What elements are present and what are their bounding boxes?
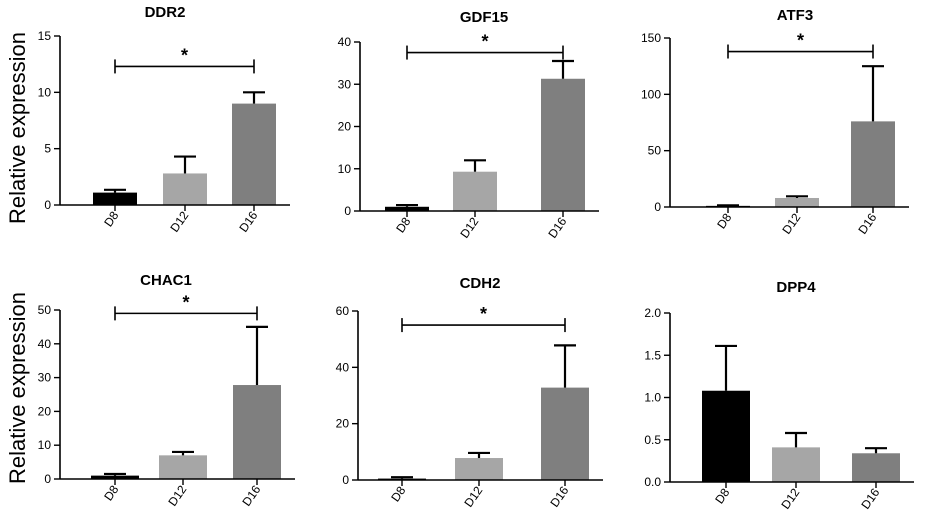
panel-title: DDR2	[145, 4, 186, 21]
y-tick-label: 15	[38, 29, 52, 43]
x-tick-label-d8: D8	[714, 210, 734, 231]
y-tick-label: 60	[336, 304, 350, 318]
bar-d8	[93, 192, 137, 205]
panel-title: ATF3	[777, 7, 813, 24]
y-tick-label: 20	[38, 404, 52, 418]
bar-d12	[775, 197, 819, 207]
y-tick-label: 40	[336, 360, 350, 374]
y-tick-label: 0	[344, 204, 351, 218]
x-tick-label-d12: D12	[779, 210, 803, 236]
x-tick-label-d16: D16	[236, 208, 260, 234]
bar-d12	[159, 455, 207, 479]
x-tick-label-d16: D16	[545, 214, 569, 240]
bar-d8	[91, 475, 139, 479]
significance-label: *	[181, 45, 188, 65]
bar-d16	[233, 385, 281, 479]
x-tick-label-d8: D8	[101, 208, 121, 229]
y-tick-label: 10	[38, 85, 52, 99]
bar-d12	[455, 458, 503, 480]
x-tick-label-d16: D16	[858, 485, 882, 511]
x-tick-label-d16: D16	[547, 483, 571, 509]
x-tick-label-d8: D8	[101, 482, 121, 503]
bar-d12	[772, 447, 820, 482]
y-tick-label: 1.0	[644, 391, 661, 405]
x-tick-label-d12: D12	[778, 485, 802, 511]
y-tick-label: 30	[38, 371, 52, 385]
y-tick-label: 2.0	[644, 306, 661, 320]
x-tick-label-d12: D12	[461, 483, 485, 509]
bar-d16	[852, 453, 900, 482]
y-tick-label: 40	[38, 337, 52, 351]
y-tick-label: 20	[336, 417, 350, 431]
bar-d8	[385, 206, 429, 211]
y-tick-label: 10	[38, 438, 52, 452]
bar-d16	[851, 121, 895, 207]
significance-label: *	[481, 32, 488, 52]
y-tick-label: 1.5	[644, 348, 661, 362]
x-tick-label-d12: D12	[165, 482, 189, 508]
panel-gdf15: GDF15 0 10 20 30 40 D8 D12 D16 *	[338, 9, 599, 241]
y-tick-label: 0	[44, 472, 51, 486]
y-tick-label: 30	[338, 77, 352, 91]
panel-cdh2: CDH2 0 20 40 60 D8 D12 D16 *	[336, 275, 603, 510]
y-tick-label: 150	[641, 31, 661, 45]
panel-ddr2: DDR2 0 5 10 15 D8 D12 D16 *	[38, 4, 290, 235]
y-tick-label: 0	[342, 473, 349, 487]
bar-d12	[453, 171, 497, 211]
bar-d16	[541, 78, 585, 211]
panel-title: DPP4	[776, 279, 816, 296]
y-tick-label: 10	[338, 162, 352, 176]
x-tick-label-d8: D8	[388, 483, 408, 504]
panel-atf3: ATF3 0 50 100 150 D8 D12 D16 *	[641, 7, 909, 237]
y-tick-label: 50	[648, 144, 662, 158]
x-tick-label-d8: D8	[393, 214, 413, 235]
x-tick-label-d16: D16	[855, 210, 879, 236]
panel-title: CDH2	[460, 275, 501, 292]
y-tick-label: 0	[654, 200, 661, 214]
x-tick-label-d8: D8	[712, 485, 732, 506]
significance-label: *	[480, 304, 487, 324]
significance-label: *	[182, 292, 189, 312]
y-tick-label: 0.5	[644, 433, 661, 447]
y-tick-label: 0	[44, 198, 51, 212]
panel-title: CHAC1	[140, 272, 192, 289]
panel-title: GDF15	[460, 9, 508, 26]
y-tick-label: 20	[338, 120, 352, 134]
y-tick-label: 5	[44, 142, 51, 156]
bar-d8	[702, 390, 750, 482]
panel-chac1: CHAC1 0 10 20 30 40 50 D8 D12 D16 *	[38, 272, 295, 509]
y-tick-label: 0.0	[644, 475, 661, 489]
panel-dpp4: DPP4 0.0 0.5 1.0 1.5 2.0 D8 D12 D16	[644, 279, 914, 512]
x-tick-label-d12: D12	[167, 208, 191, 234]
bar-d16	[541, 387, 589, 480]
x-tick-label-d12: D12	[457, 214, 481, 240]
bar-d16	[232, 103, 276, 205]
y-tick-label: 40	[338, 35, 352, 49]
significance-label: *	[797, 31, 804, 51]
x-tick-label-d16: D16	[239, 482, 263, 508]
y-tick-label: 100	[641, 87, 661, 101]
bar-d12	[163, 173, 207, 205]
y-tick-label: 50	[38, 303, 52, 317]
